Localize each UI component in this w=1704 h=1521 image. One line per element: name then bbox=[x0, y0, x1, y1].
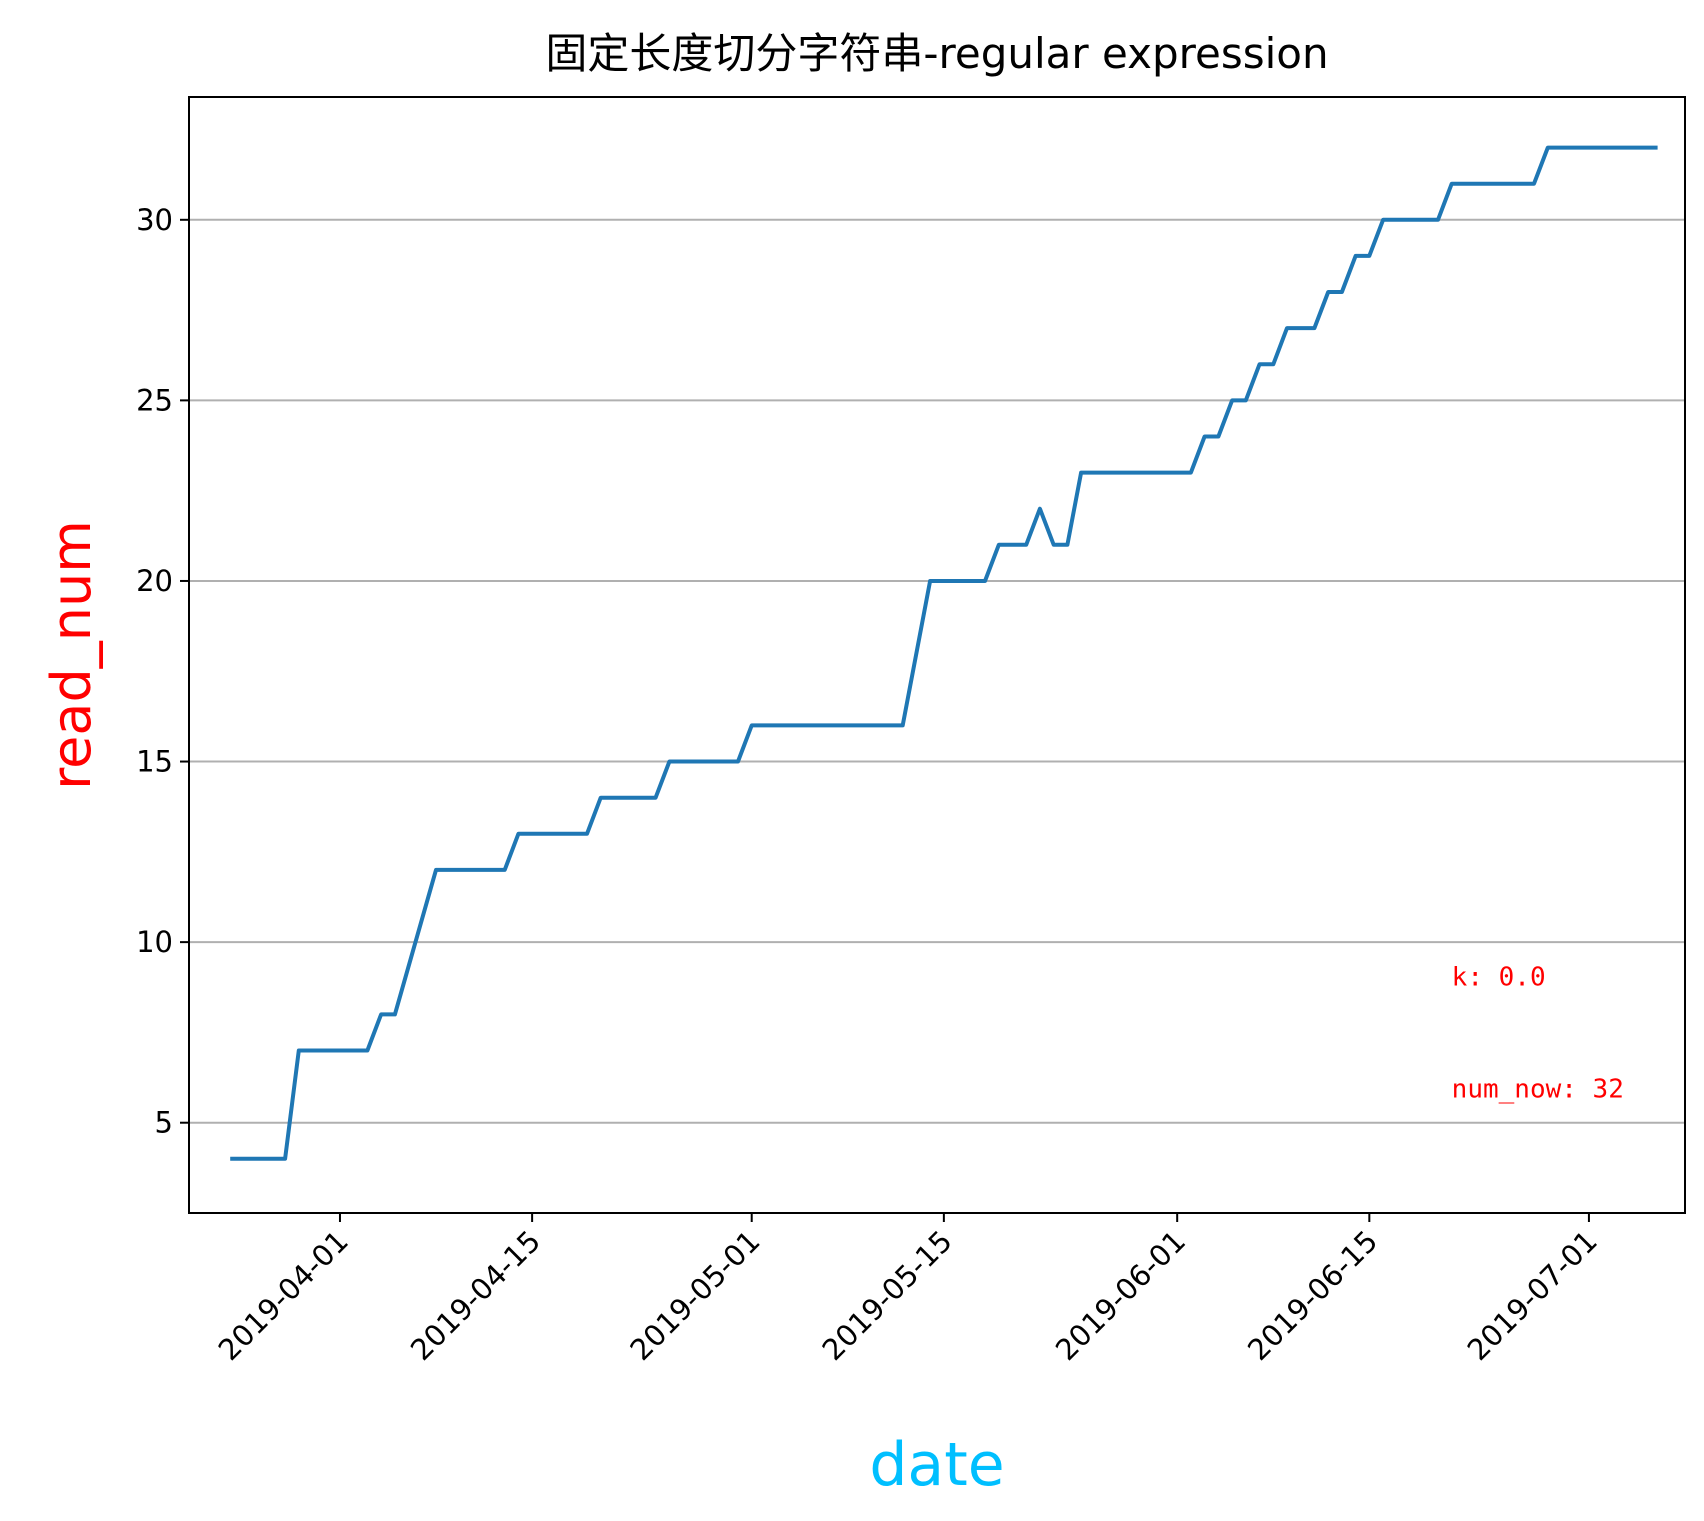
y-axis-label: read_num bbox=[40, 520, 103, 790]
series-line-0 bbox=[230, 145, 1658, 1161]
x-tick-label-2019-04-01: 2019-04-01 bbox=[212, 1224, 355, 1367]
x-tick-label-2019-04-15: 2019-04-15 bbox=[404, 1224, 547, 1367]
y-tick-label-10: 10 bbox=[136, 925, 173, 959]
series-layer bbox=[230, 145, 1658, 1161]
annotation-1: num_now: 32 bbox=[1452, 1074, 1624, 1104]
gridlines bbox=[189, 218, 1685, 1124]
x-tick-label-2019-06-15: 2019-06-15 bbox=[1241, 1224, 1384, 1367]
y-tick-label-5: 5 bbox=[155, 1106, 173, 1140]
y-tick-label-25: 25 bbox=[136, 383, 173, 417]
y-tick-label-30: 30 bbox=[136, 203, 173, 237]
x-axis: 2019-04-01 2019-04-15 2019-05-01 2019-05-15… bbox=[212, 1213, 1604, 1367]
x-tick-label-2019-07-01: 2019-07-01 bbox=[1461, 1224, 1604, 1367]
y-tick-label-15: 15 bbox=[136, 745, 173, 779]
x-tick-label-2019-06-01: 2019-06-01 bbox=[1049, 1224, 1192, 1367]
y-tick-label-20: 20 bbox=[136, 564, 173, 598]
y-axis: 5 10 15 20 25 30 bbox=[136, 203, 189, 1140]
annotations: k: 0.0 num_now: 32 bbox=[1452, 962, 1624, 1104]
plot-frame bbox=[188, 96, 1686, 1214]
x-tick-label-2019-05-01: 2019-05-01 bbox=[623, 1224, 766, 1367]
annotation-0: k: 0.0 bbox=[1452, 962, 1546, 992]
chart-title: 固定长度切分字符串-regular expression bbox=[545, 29, 1328, 78]
x-tick-label-2019-05-15: 2019-05-15 bbox=[816, 1224, 959, 1367]
x-axis-label: date bbox=[869, 1430, 1004, 1500]
